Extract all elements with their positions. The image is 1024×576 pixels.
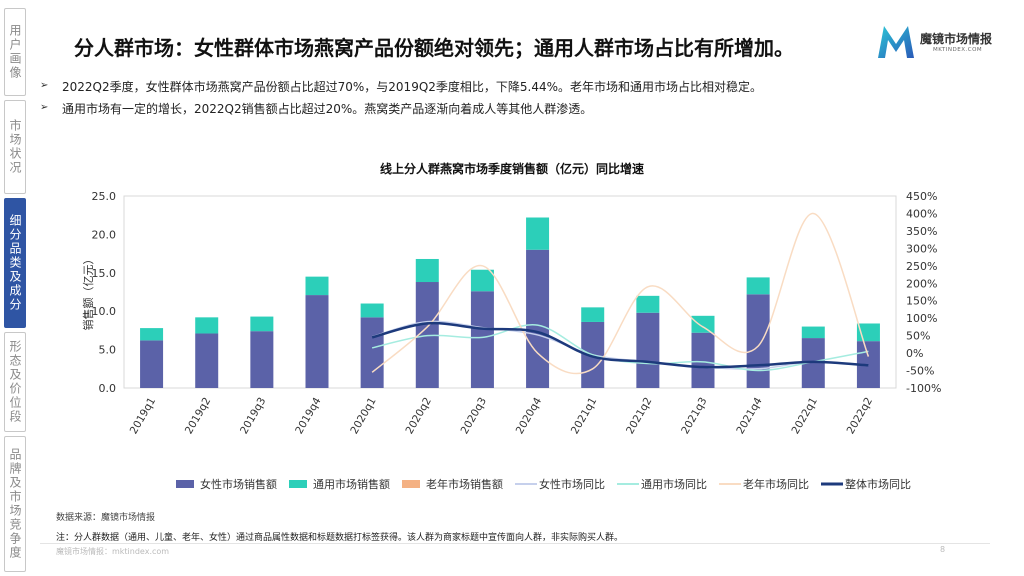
x-tick-label: 2019q4 [293,395,324,436]
x-tick-label: 2021q1 [569,396,599,437]
bar-segment [470,291,494,388]
bar-segment [360,317,384,388]
y-tick-label: 20.0 [92,228,117,241]
bar-segment [581,307,605,322]
y2-tick-label: 400% [906,207,937,220]
footer-brand: 魔镜市场情报：mktindex.com [56,547,170,556]
line-series [371,212,870,375]
legend-label: 老年市场销售额 [426,477,503,491]
legend-label: 老年市场同比 [743,477,809,491]
bar-segment [470,269,494,292]
y-tick-label: 0.0 [99,382,117,395]
y-axis-label: 销售额（亿元） [81,254,95,331]
bar-segment [691,315,715,333]
x-tick-label: 2022q2 [845,396,875,437]
chart-title: 线上分人群燕窝市场季度销售额（亿元）同比增速 [379,162,644,176]
bullet-list: ➢ 2022Q2季度，女性群体市场燕窝产品份额占比超过70%，与2019Q2季度… [40,78,762,122]
page-title: 分人群市场：女性群体市场燕窝产品份额绝对领先；通用人群市场占比有所增加。 [74,36,794,60]
x-tick-label: 2020q4 [514,395,545,436]
bar-segment [250,331,274,388]
legend-label: 女性市场同比 [539,477,605,491]
footnote: 注：分人群数据（通用、儿童、老年、女性）通过商品属性数据和标题数据打标签获得。该… [56,533,624,543]
legend-label: 通用市场同比 [641,477,707,491]
bullet-item: ➢ 2022Q2季度，女性群体市场燕窝产品份额占比超过70%，与2019Q2季度… [40,80,763,94]
bullet-item: ➢ 通用市场有一定的增长，2022Q2销售额占比超过20%。燕窝类产品逐渐向着成… [40,102,593,116]
y2-tick-label: 350% [906,225,937,238]
bar-segment [305,295,329,388]
logo-subtext: MKTINDEX.COM [933,47,983,53]
legend-swatch [176,480,194,488]
y-tick-label: 15.0 [92,267,117,280]
sidebar-item-market-status[interactable]: 市场状况 [4,100,26,194]
bar-segment [526,249,550,388]
sidebar-item-segment-category[interactable]: 细分品类及成分 [4,198,26,328]
bar-segment [195,317,219,334]
bar-segment [360,303,384,318]
x-tick-label: 2019q2 [183,396,213,437]
y2-tick-label: -50% [906,365,934,378]
legend-label: 通用市场销售额 [313,477,390,491]
legend-swatch [402,480,420,488]
bar-segment [636,295,660,313]
y-tick-label: 10.0 [92,305,117,318]
bar-segment [140,340,164,388]
logo [878,26,914,58]
x-tick-label: 2020q1 [348,396,378,437]
legend-swatch [289,480,307,488]
bar-segment [415,258,439,283]
y2-tick-label: 0% [906,347,923,360]
x-tick-label: 2022q1 [789,396,819,437]
y2-tick-label: -100% [906,382,941,395]
y2-tick-label: 300% [906,242,937,255]
x-tick-label: 2020q2 [403,396,433,437]
bar-segment [526,217,550,250]
bar-segment [746,277,770,295]
bar-segment [746,294,770,388]
line-series [371,321,869,369]
y-tick-label: 25.0 [92,190,117,203]
bar-segment [801,326,825,339]
bar-segment [250,316,274,332]
logo-text: 魔镜市场情报 [920,32,993,46]
sidebar-item-form-price[interactable]: 形态及价位段 [4,332,26,432]
sidebar-item-brand-competition[interactable]: 品牌及市场竞争度 [4,436,26,572]
y2-tick-label: 150% [906,295,937,308]
bar-segment [140,328,164,341]
legend-label: 整体市场同比 [845,477,911,491]
y2-tick-label: 250% [906,260,937,273]
arrow-bullet-icon: ➢ [40,80,49,91]
bar-segment [195,333,219,388]
legend-label: 女性市场销售额 [200,477,277,491]
page-number: 8 [940,545,946,554]
bar-segment [691,332,715,388]
x-tick-label: 2019q3 [238,396,268,437]
footer-divider [40,543,990,544]
y2-tick-label: 200% [906,277,937,290]
bar-segment [636,312,660,388]
bar-segment [305,276,329,296]
data-source: 数据来源：魔镜市场情报 [56,513,156,523]
sidebar-item-user-profile[interactable]: 用户画像 [4,8,26,96]
plot-frame [123,195,897,389]
x-tick-label: 2021q4 [734,395,765,436]
arrow-bullet-icon: ➢ [40,102,49,113]
y2-tick-label: 100% [906,312,937,325]
x-tick-label: 2021q3 [679,396,709,437]
y-tick-label: 5.0 [99,344,117,357]
x-tick-label: 2020q3 [459,396,489,437]
x-tick-label: 2019q1 [128,396,158,437]
y2-tick-label: 450% [906,190,937,203]
y2-tick-label: 50% [906,330,930,343]
x-tick-label: 2021q2 [624,396,654,437]
